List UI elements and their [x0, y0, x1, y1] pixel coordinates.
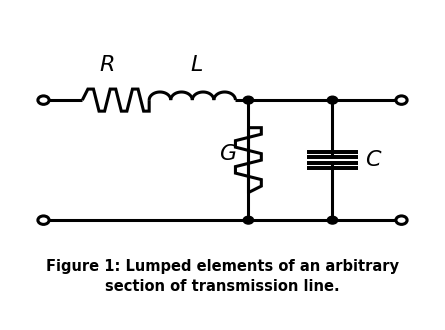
Text: $G$: $G$	[219, 143, 238, 165]
Circle shape	[38, 216, 49, 224]
Circle shape	[38, 96, 49, 104]
Text: $R$: $R$	[99, 54, 115, 76]
Text: $L$: $L$	[190, 54, 203, 76]
Text: $C$: $C$	[365, 149, 382, 171]
Circle shape	[396, 216, 407, 224]
Circle shape	[328, 216, 338, 224]
Circle shape	[396, 96, 407, 104]
Circle shape	[328, 96, 338, 104]
Circle shape	[243, 216, 254, 224]
Text: Figure 1: Lumped elements of an arbitrary
section of transmission line.: Figure 1: Lumped elements of an arbitrar…	[46, 259, 399, 294]
Circle shape	[243, 96, 254, 104]
